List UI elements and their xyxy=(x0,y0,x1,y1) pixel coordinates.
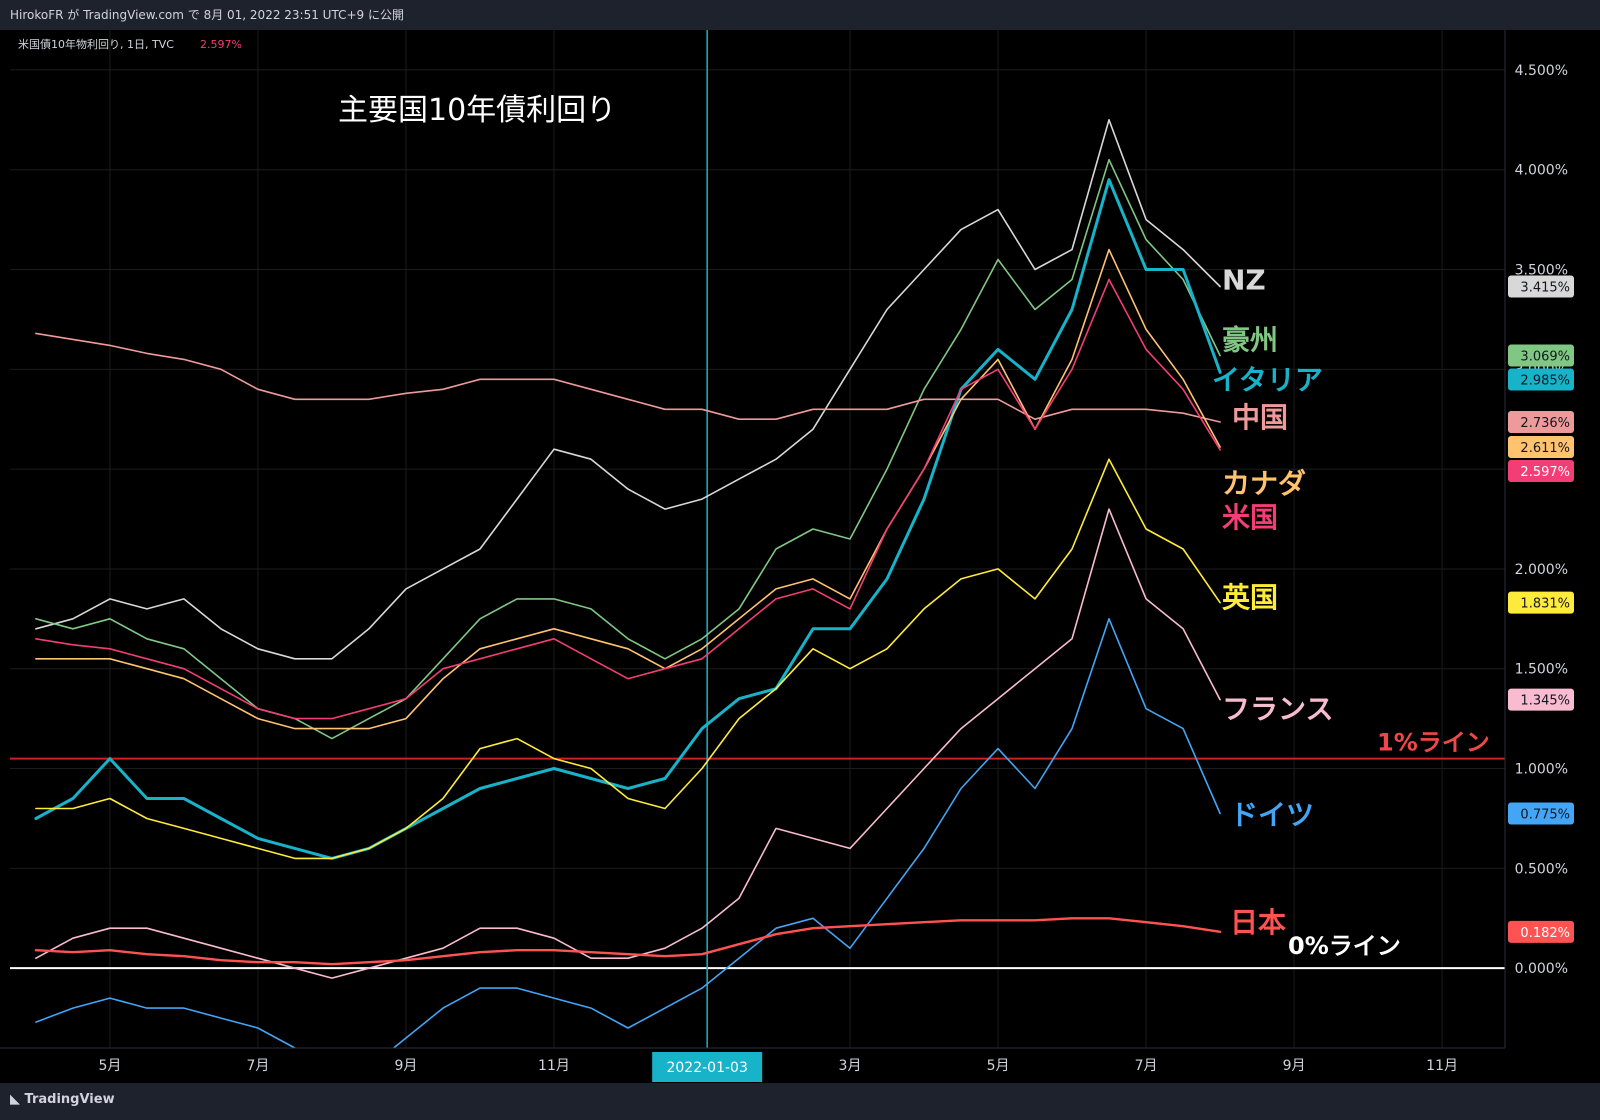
value-badge: 0.775% xyxy=(1508,802,1574,825)
x-tick-label: 7月 xyxy=(1135,1058,1158,1074)
value-badge-bg xyxy=(1508,459,1574,482)
brand-text: TradingView xyxy=(24,1092,115,1107)
crosshair-date-label: 2022-01-03 xyxy=(666,1060,747,1076)
value-badge: 2.985% xyxy=(1508,368,1574,391)
x-tick-label: 11月 xyxy=(1426,1058,1458,1074)
series-label-中国: 中国 xyxy=(1232,401,1288,434)
yield-chart[interactable]: 0.000%0.500%1.000%1.500%2.000%2.500%3.00… xyxy=(0,30,1600,1083)
time-axis-panel xyxy=(0,1048,1600,1083)
value-badge-bg xyxy=(1508,688,1574,711)
chart-legend: 米国債10年物利回り, 1日, TVC 2.597% xyxy=(18,37,242,51)
series-line-カナダ xyxy=(35,248,1221,730)
value-badge: 0.182% xyxy=(1508,920,1574,943)
y-tick-label: 4.000% xyxy=(1515,163,1568,179)
value-badge-text: 2.611% xyxy=(1520,441,1570,456)
series-label-イタリア: イタリア xyxy=(1212,363,1323,396)
x-tick-label: 9月 xyxy=(1283,1058,1306,1074)
series-line-フランス xyxy=(35,508,1221,979)
value-badge-text: 2.597% xyxy=(1520,465,1570,480)
value-badge-bg xyxy=(1508,435,1574,458)
value-badge: 2.611% xyxy=(1508,435,1574,458)
zero-percent-line-label: 0%ライン xyxy=(1288,932,1401,960)
legend-value: 2.597% xyxy=(200,38,242,51)
y-tick-label: 3.500% xyxy=(1515,263,1568,279)
value-badge-text: 0.182% xyxy=(1520,926,1570,941)
y-tick-label: 1.000% xyxy=(1515,762,1568,778)
chart-title: 主要国10年債利回り xyxy=(338,93,616,128)
value-badge-bg xyxy=(1508,275,1574,298)
value-badge: 1.345% xyxy=(1508,688,1574,711)
y-tick-label: 4.500% xyxy=(1515,63,1568,79)
x-tick-label: 5月 xyxy=(98,1058,121,1074)
x-tick-label: 11月 xyxy=(538,1058,570,1074)
value-badge-text: 1.345% xyxy=(1520,694,1570,709)
series-line-米国 xyxy=(35,278,1221,720)
chart-background xyxy=(0,30,1600,1083)
value-badge-bg xyxy=(1508,802,1574,825)
series-label-フランス: フランス xyxy=(1222,693,1333,726)
publish-info-bar: HirokoFR が TradingView.com で 8月 01, 2022… xyxy=(0,0,1600,30)
value-badge: 2.736% xyxy=(1508,411,1574,434)
value-badge-bg xyxy=(1508,591,1574,614)
value-badge-text: 3.069% xyxy=(1520,350,1570,365)
value-badge-text: 0.775% xyxy=(1520,807,1570,822)
value-badge-bg xyxy=(1508,920,1574,943)
value-badge: 2.597% xyxy=(1508,459,1574,482)
series-line-英国 xyxy=(35,458,1221,860)
one-percent-line-label: 1%ライン xyxy=(1377,729,1490,757)
y-tick-label: 1.500% xyxy=(1515,662,1568,678)
y-tick-label: 0.500% xyxy=(1515,861,1568,877)
value-badge-bg xyxy=(1508,411,1574,434)
series-label-NZ: NZ xyxy=(1222,264,1266,297)
value-badge: 3.415% xyxy=(1508,275,1574,298)
value-badge-text: 2.985% xyxy=(1520,374,1570,389)
price-axis-panel xyxy=(1505,30,1600,1083)
value-badge-bg xyxy=(1508,344,1574,367)
series-label-英国: 英国 xyxy=(1222,581,1278,614)
value-badge-text: 1.831% xyxy=(1520,597,1570,612)
value-badge: 1.831% xyxy=(1508,591,1574,614)
series-line-豪州 xyxy=(35,158,1221,740)
series-label-米国: 米国 xyxy=(1222,501,1278,534)
crosshair-date-tag: 2022-01-03 xyxy=(652,1052,763,1082)
value-badge-text: 3.415% xyxy=(1520,280,1570,295)
series-line-NZ xyxy=(35,119,1221,660)
x-tick-label: 5月 xyxy=(987,1058,1010,1074)
crosshair-date-bg xyxy=(652,1052,763,1082)
series-label-ドイツ: ドイツ xyxy=(1230,798,1314,831)
value-badge-bg xyxy=(1508,368,1574,391)
value-badge-text: 2.736% xyxy=(1520,416,1570,431)
series-line-ドイツ xyxy=(35,617,1221,1069)
x-tick-label: 9月 xyxy=(394,1058,417,1074)
tradingview-logo[interactable]: ◣ TradingView xyxy=(10,1092,115,1107)
legend-symbol: 米国債10年物利回り, 1日, TVC xyxy=(18,37,174,51)
y-tick-label: 0.000% xyxy=(1515,961,1568,977)
chart-frame[interactable]: 0.000%0.500%1.000%1.500%2.000%2.500%3.00… xyxy=(0,30,1600,1083)
x-tick-label: 7月 xyxy=(246,1058,269,1074)
series-line-中国 xyxy=(35,332,1221,423)
series-label-カナダ: カナダ xyxy=(1222,467,1306,500)
series-label-日本: 日本 xyxy=(1230,906,1286,939)
y-tick-label: 2.000% xyxy=(1515,562,1568,578)
x-tick-label: 3月 xyxy=(839,1058,862,1074)
series-label-豪州: 豪州 xyxy=(1222,323,1278,356)
footer-bar: ◣ TradingView xyxy=(0,1083,1600,1120)
series-line-イタリア xyxy=(34,178,1222,860)
publish-text: HirokoFR が TradingView.com で 8月 01, 2022… xyxy=(10,8,404,22)
series-line-日本 xyxy=(34,917,1222,966)
tradingview-logo-mark: ◣ xyxy=(10,1092,25,1107)
value-badge: 3.069% xyxy=(1508,344,1574,367)
